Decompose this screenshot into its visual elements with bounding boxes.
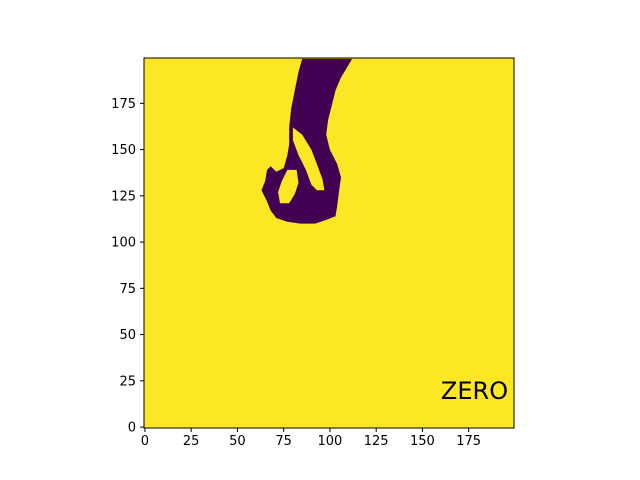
x-tick-label: 175 [456,434,481,449]
hand-gap-upper [278,169,299,204]
y-tick-label: 25 [119,374,136,389]
y-tick-label: 50 [119,328,136,343]
gesture-label: ZERO [441,377,508,405]
y-tick-label: 75 [119,282,136,297]
x-tick-label: 150 [410,434,435,449]
x-tick-label: 50 [229,434,246,449]
y-tick-label: 100 [111,236,136,251]
x-tick-label: 25 [183,434,200,449]
y-tick-label: 125 [111,189,136,204]
y-tick-label: 0 [128,421,136,436]
image-background [144,58,514,428]
hand-notch-left [270,134,290,150]
hand-gap-lower [292,127,325,191]
axes: 0 25 50 75 100 125 150 175 0 25 50 75 100 125 150 175 [111,57,515,449]
plot-area [144,58,514,428]
axes-frame [143,57,515,429]
x-tick-label: 75 [275,434,292,449]
y-tick-label: 150 [111,143,136,158]
hand-silhouette [261,58,353,224]
x-tick-label: 100 [318,434,343,449]
x-tick-label: 125 [364,434,389,449]
y-tick-label: 175 [111,97,136,112]
x-tick-label: 0 [141,434,149,449]
